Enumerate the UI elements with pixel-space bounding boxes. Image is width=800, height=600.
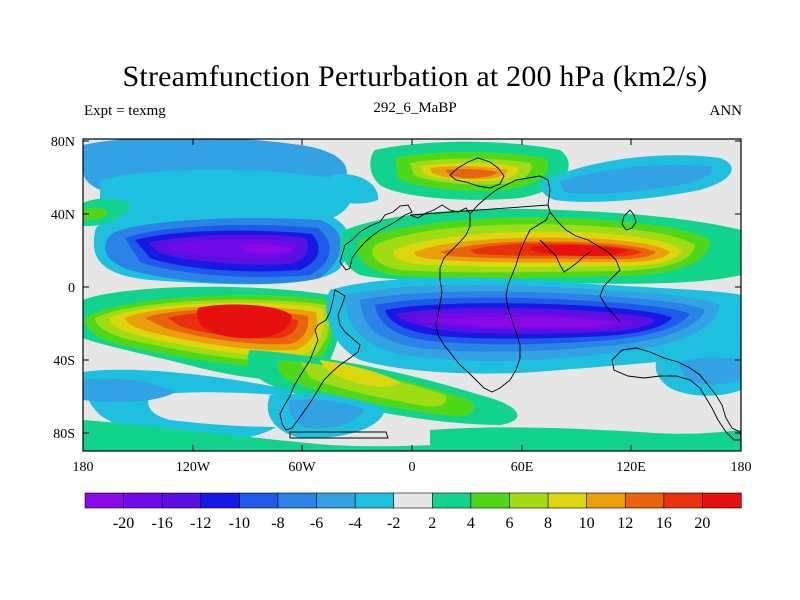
colorbar-label: -8 bbox=[271, 515, 284, 532]
longitude-axis bbox=[82, 139, 742, 451]
colorbar-label: 4 bbox=[467, 515, 475, 532]
colorbar bbox=[84, 492, 742, 509]
lon-label-120e: 120E bbox=[616, 460, 646, 475]
colorbar-swatch bbox=[393, 492, 433, 509]
colorbar-label: 16 bbox=[656, 515, 672, 532]
colorbar-label: -12 bbox=[190, 515, 211, 532]
colorbar-label: 12 bbox=[617, 515, 633, 532]
colorbar-swatch bbox=[431, 492, 472, 509]
colorbar-label: 2 bbox=[428, 515, 436, 532]
sh-positive-anomaly bbox=[83, 286, 518, 425]
lat-label-80s: 80S bbox=[53, 427, 75, 442]
colorbar-swatch bbox=[702, 492, 742, 509]
period-label: 292_6_MaBP bbox=[373, 100, 457, 116]
lon-label-180w: 180 bbox=[73, 460, 94, 475]
colorbar-swatch bbox=[547, 492, 588, 509]
colorbar-label: -10 bbox=[229, 515, 250, 532]
season-label: ANN bbox=[709, 103, 743, 119]
colorbar-swatch bbox=[200, 492, 240, 509]
colorbar-swatch bbox=[316, 492, 356, 509]
contour-field bbox=[83, 139, 741, 451]
longitude-labels: 180 120W 60W 0 60E 120E 180 bbox=[73, 460, 752, 475]
colorbar-swatch bbox=[624, 492, 665, 509]
colorbar-labels: -20 -16 -12 -10 -8 -6 -4 -2 2 4 6 8 10 12 16 20 bbox=[113, 515, 710, 532]
latitude-axis bbox=[83, 140, 741, 434]
experiment-label: Expt = texmg bbox=[84, 103, 166, 119]
lon-label-120w: 120W bbox=[176, 460, 211, 475]
colorbar-label: -20 bbox=[113, 515, 134, 532]
colorbar-swatch bbox=[84, 492, 125, 509]
colorbar-swatch bbox=[470, 492, 511, 509]
colorbar-swatch bbox=[161, 492, 202, 509]
colorbar-label: -6 bbox=[310, 515, 323, 532]
colorbar-label: -16 bbox=[152, 515, 173, 532]
colorbar-swatch bbox=[123, 492, 163, 509]
colorbar-label: 6 bbox=[505, 515, 513, 532]
nh-positive-anomaly bbox=[340, 141, 741, 284]
colorbar-swatch bbox=[354, 492, 395, 509]
lat-label-40s: 40S bbox=[53, 354, 75, 369]
lat-label-80n: 80N bbox=[51, 135, 75, 150]
nh-negative-anomaly bbox=[83, 139, 352, 285]
colorbar-swatch bbox=[663, 492, 704, 509]
lon-label-60w: 60W bbox=[288, 460, 316, 475]
latitude-labels: 80N 40N 0 40S 80S bbox=[51, 135, 75, 442]
colorbar-swatch bbox=[509, 492, 549, 509]
colorbar-label: 10 bbox=[579, 515, 595, 532]
colorbar-label: 8 bbox=[544, 515, 552, 532]
plot-title: Streamfunction Perturbation at 200 hPa (… bbox=[122, 60, 708, 93]
colorbar-swatch bbox=[239, 492, 279, 509]
lon-label-0: 0 bbox=[409, 460, 416, 475]
colorbar-label: -4 bbox=[348, 515, 361, 532]
colorbar-label: -2 bbox=[387, 515, 400, 532]
sh-high-latitude bbox=[83, 369, 741, 451]
lon-label-60e: 60E bbox=[511, 460, 534, 475]
colorbar-label: 20 bbox=[694, 515, 710, 532]
lon-label-180e: 180 bbox=[731, 460, 752, 475]
sh-negative-anomaly bbox=[326, 277, 741, 396]
lat-label-40n: 40N bbox=[51, 208, 75, 223]
colorbar-swatch bbox=[277, 492, 318, 509]
lat-label-0: 0 bbox=[68, 281, 75, 296]
arctic-negative-patch bbox=[330, 155, 732, 204]
colorbar-swatch bbox=[586, 492, 626, 509]
